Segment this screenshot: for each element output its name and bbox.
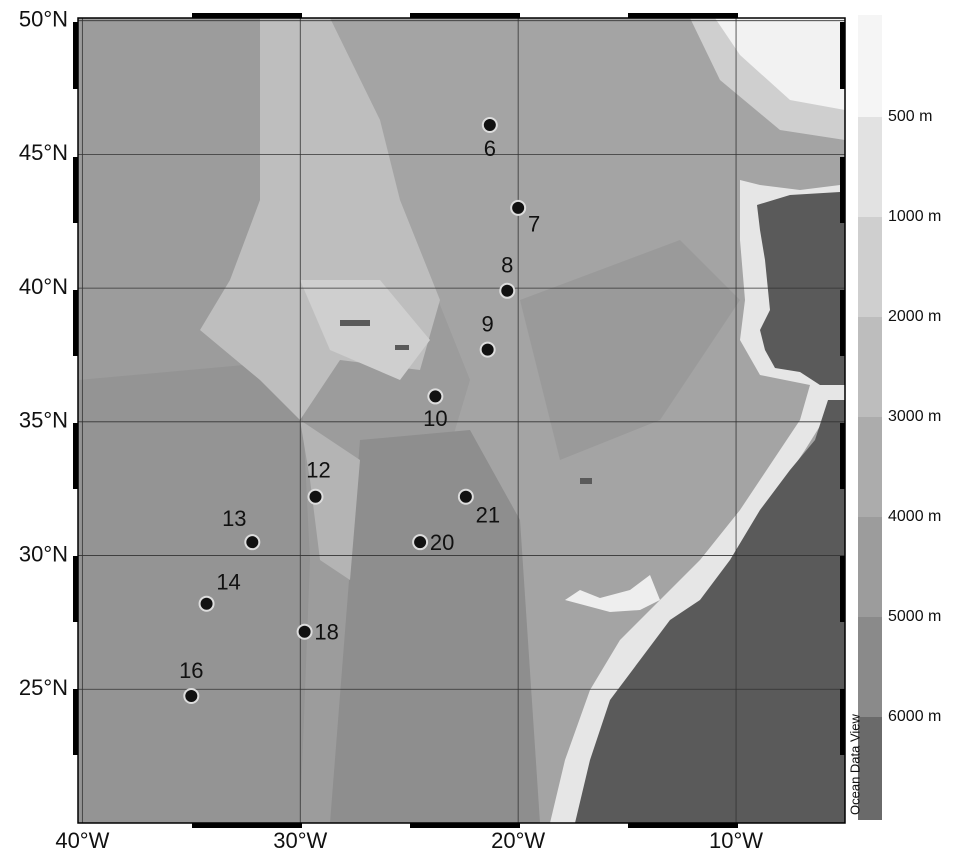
x-tick-label: 30°W (273, 828, 327, 853)
deep-basin (520, 240, 740, 460)
frame-bars (73, 13, 845, 828)
y-tick-label: 35°N (19, 408, 68, 433)
frame-bar (192, 13, 302, 18)
frame-bar (628, 13, 738, 18)
station-marker (198, 595, 215, 612)
frame-bar (840, 157, 845, 223)
canary-islands (565, 575, 660, 612)
station-label: 9 (482, 311, 494, 336)
colorbar-band (858, 517, 882, 617)
madeira (580, 478, 592, 484)
station-label: 16 (179, 658, 203, 683)
station-label: 12 (306, 458, 330, 483)
colorbar-label: 6000 m (888, 708, 941, 725)
azores (340, 320, 370, 326)
station-label: 8 (501, 253, 513, 278)
station-marker (510, 199, 527, 216)
x-tick-label: 10°W (709, 828, 763, 853)
station-label: 13 (222, 506, 246, 531)
x-tick-label: 20°W (491, 828, 545, 853)
station-label: 20 (430, 530, 454, 555)
colorbar-band (858, 417, 882, 517)
y-tick-label: 25°N (19, 675, 68, 700)
y-tick-label: 45°N (19, 140, 68, 165)
grid (78, 18, 845, 823)
shelf (715, 18, 845, 110)
frame-bar (628, 823, 738, 828)
frame-bar (73, 290, 78, 356)
station-label: 14 (216, 570, 240, 595)
y-tick-label: 40°N (19, 274, 68, 299)
station-label: 18 (314, 620, 338, 645)
station-marker (427, 388, 444, 405)
colorbar-label: 4000 m (888, 508, 941, 525)
station-marker (244, 534, 261, 551)
deep-basin (330, 430, 540, 823)
frame-bar (840, 22, 845, 89)
ridge (300, 420, 360, 580)
station-marker (412, 534, 429, 551)
y-tick-label: 30°N (19, 541, 68, 566)
colorbar-band (858, 317, 882, 417)
y-tick-label: 50°N (19, 6, 68, 31)
station-label: 21 (476, 503, 500, 528)
frame-bar (840, 689, 845, 755)
land-africa (575, 400, 845, 823)
frame-bar (73, 22, 78, 89)
colorbar-band (858, 717, 882, 820)
colorbar-band (858, 15, 882, 117)
frame-bar (410, 823, 520, 828)
station-label: 7 (528, 212, 540, 237)
frame-bar (73, 556, 78, 622)
colorbar: 500 m 1000 m 2000 m 3000 m 4000 m 5000 m 6000 … (858, 15, 941, 820)
colorbar-band (858, 617, 882, 717)
station-marker (481, 116, 498, 133)
frame-bar (192, 823, 302, 828)
station-marker (457, 488, 474, 505)
azores-plateau (300, 280, 430, 380)
x-tick-label: 40°W (55, 828, 109, 853)
frame-bar (410, 13, 520, 18)
frame-bar (73, 689, 78, 755)
station-label: 10 (423, 406, 447, 431)
station-marker (183, 687, 200, 704)
frame-bar (73, 423, 78, 489)
colorbar-label: 2000 m (888, 308, 941, 325)
station-label: 6 (484, 136, 496, 161)
colorbar-label: 500 m (888, 108, 932, 125)
deep-basin (78, 360, 310, 823)
frame-bar (840, 290, 845, 356)
station-marker (307, 488, 324, 505)
station-marker (479, 341, 496, 358)
colorbar-band (858, 217, 882, 317)
station-marker (499, 282, 516, 299)
azores (395, 345, 409, 350)
frame-bar (73, 157, 78, 223)
colorbar-band (858, 117, 882, 217)
stations: 6 78 9 10 12 13 14 16 18 20 21 (179, 116, 540, 704)
colorbar-label: 5000 m (888, 608, 941, 625)
station-marker (296, 623, 313, 640)
frame-bar (840, 556, 845, 622)
credit: Ocean Data View (847, 713, 862, 815)
colorbar-label: 1000 m (888, 208, 941, 225)
bathymetry (78, 18, 845, 823)
frame-bar (840, 423, 845, 489)
colorbar-label: 3000 m (888, 408, 941, 425)
